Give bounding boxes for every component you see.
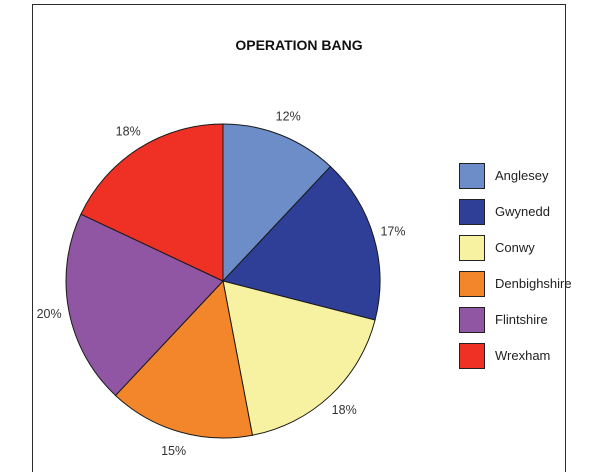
legend-item-anglesey: Anglesey [459, 161, 572, 190]
pie-slices [65, 123, 381, 439]
pie-label-wrexham: 18% [116, 125, 141, 139]
chart-title: OPERATION BANG [235, 37, 363, 53]
pie-slice-wrexham [80, 123, 224, 282]
pie-label-anglesey: 12% [276, 109, 301, 123]
legend-item-flintshire: Flintshire [459, 305, 572, 334]
legend-label: Denbighshire [495, 276, 572, 291]
pie-slice-conwy [222, 280, 376, 436]
legend-label: Conwy [495, 240, 535, 255]
pie-label-gwynedd: 17% [380, 225, 405, 239]
pie-label-denbighshire: 15% [161, 444, 186, 458]
legend-label: Gwynedd [495, 204, 550, 219]
pie-slice-denbighshire [114, 279, 254, 439]
legend-label: Anglesey [495, 168, 549, 183]
legend-swatch [459, 270, 485, 297]
pie-slice-flintshire [65, 213, 224, 397]
legend: Anglesey Gwynedd Conwy Denbighshire Flintshi… [459, 161, 572, 377]
legend-swatch [459, 198, 485, 225]
legend-item-wrexham: Wrexham [459, 341, 572, 370]
pie-labels: 12% 17% 18% 15% 20% 18% [37, 109, 406, 458]
pie-label-conwy: 18% [332, 403, 357, 417]
pie-label-flintshire: 20% [37, 307, 62, 321]
legend-swatch [459, 306, 485, 333]
legend-item-gwynedd: Gwynedd [459, 197, 572, 226]
legend-item-denbighshire: Denbighshire [459, 269, 572, 298]
legend-item-conwy: Conwy [459, 233, 572, 262]
pie-slice-gwynedd [222, 165, 381, 321]
legend-label: Wrexham [495, 348, 551, 363]
legend-swatch [459, 162, 485, 189]
legend-label: Flintshire [495, 312, 548, 327]
pie-slice-anglesey [222, 123, 332, 283]
legend-swatch [459, 342, 485, 369]
legend-swatch [459, 234, 485, 261]
